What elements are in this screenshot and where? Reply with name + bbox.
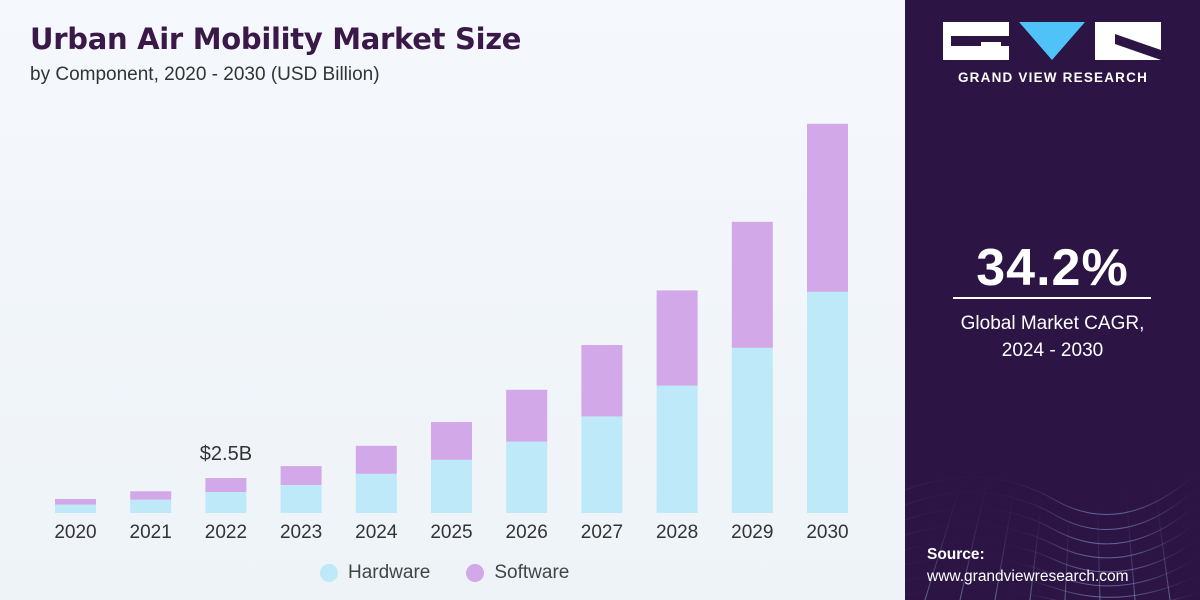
bar-hardware-2025 — [431, 459, 472, 513]
bar-hardware-2024 — [355, 473, 397, 513]
source-note: Source: www.grandviewresearch.com — [927, 544, 1129, 588]
stacked-bar-chart: 2020 2021 2022 2023 2024 2025 2026 2027 2028 2029… — [54, 123, 849, 543]
bar-software-2027 — [581, 345, 623, 417]
grand-view-research-logo: GRAND VIEW RESEARCH — [943, 22, 1163, 85]
cagr-label-line2: 2024 - 2030 — [1001, 340, 1104, 361]
bar-hardware-2027 — [581, 416, 623, 513]
source-url[interactable]: www.grandviewresearch.com — [927, 568, 1129, 585]
cagr-divider — [953, 297, 1151, 299]
x-tick-label-2028: 2028 — [656, 522, 698, 543]
bar-software-2024 — [355, 445, 397, 474]
bar-software-2029 — [731, 221, 773, 348]
bar-software-2028 — [656, 290, 698, 386]
source-label: Source: — [927, 546, 985, 563]
cagr-label: Global Market CAGR, 2024 - 2030 — [905, 310, 1200, 364]
bar-hardware-2023 — [280, 485, 322, 513]
x-tick-label-2030: 2030 — [806, 522, 848, 543]
chart-legend: Hardware Software — [320, 562, 569, 584]
info-panel: GRAND VIEW RESEARCH 34.2% Global Market … — [905, 0, 1200, 600]
bar-software-2026 — [506, 389, 548, 442]
bar-hardware-2028 — [656, 385, 698, 513]
x-tick-label-2029: 2029 — [731, 522, 773, 543]
bar-software-2023 — [280, 466, 322, 485]
x-tick-label-2026: 2026 — [506, 522, 548, 543]
x-tick-label-2025: 2025 — [430, 522, 472, 543]
legend-item-software: Software — [466, 562, 569, 584]
logo-mark-g — [943, 22, 1009, 60]
bar-hardware-2029 — [731, 347, 773, 513]
x-tick-label-2023: 2023 — [280, 522, 322, 543]
logo-text: GRAND VIEW RESEARCH — [957, 70, 1149, 85]
bar-hardware-2020 — [55, 504, 96, 513]
legend-swatch-software — [466, 564, 485, 582]
x-tick-label-2022: 2022 — [205, 522, 247, 543]
chart-title: Urban Air Mobility Market Size — [30, 22, 522, 56]
logo-mark-v — [1019, 22, 1085, 60]
cagr-label-line1: Global Market CAGR, — [960, 313, 1145, 334]
legend-label-software: Software — [494, 562, 570, 583]
legend-item-hardware: Hardware — [320, 562, 430, 584]
logo-mark-r — [1095, 22, 1161, 60]
bar-software-2022 — [205, 478, 247, 492]
x-tick-label-2021: 2021 — [130, 522, 172, 543]
bar-software-2021 — [130, 491, 172, 500]
bar-hardware-2022 — [205, 492, 247, 513]
x-tick-label-2024: 2024 — [355, 522, 398, 543]
legend-label-hardware: Hardware — [348, 562, 431, 583]
bar-hardware-2026 — [506, 441, 548, 513]
bar-software-2025 — [431, 422, 472, 460]
bar-hardware-2021 — [130, 499, 172, 513]
cagr-value: 34.2% — [976, 239, 1129, 297]
chart-subtitle: by Component, 2020 - 2030 (USD Billion) — [30, 64, 380, 85]
decorative-wave-grid — [905, 467, 1200, 600]
data-label-2022: $2.5B — [200, 443, 252, 465]
chart-panel: Urban Air Mobility Market Size by Compon… — [0, 0, 905, 600]
x-tick-label-2020: 2020 — [54, 522, 96, 543]
legend-swatch-hardware — [320, 564, 338, 582]
bar-software-2020 — [55, 499, 96, 505]
bar-software-2030 — [807, 123, 848, 292]
x-tick-label-2027: 2027 — [581, 522, 623, 543]
bar-hardware-2030 — [807, 291, 848, 513]
